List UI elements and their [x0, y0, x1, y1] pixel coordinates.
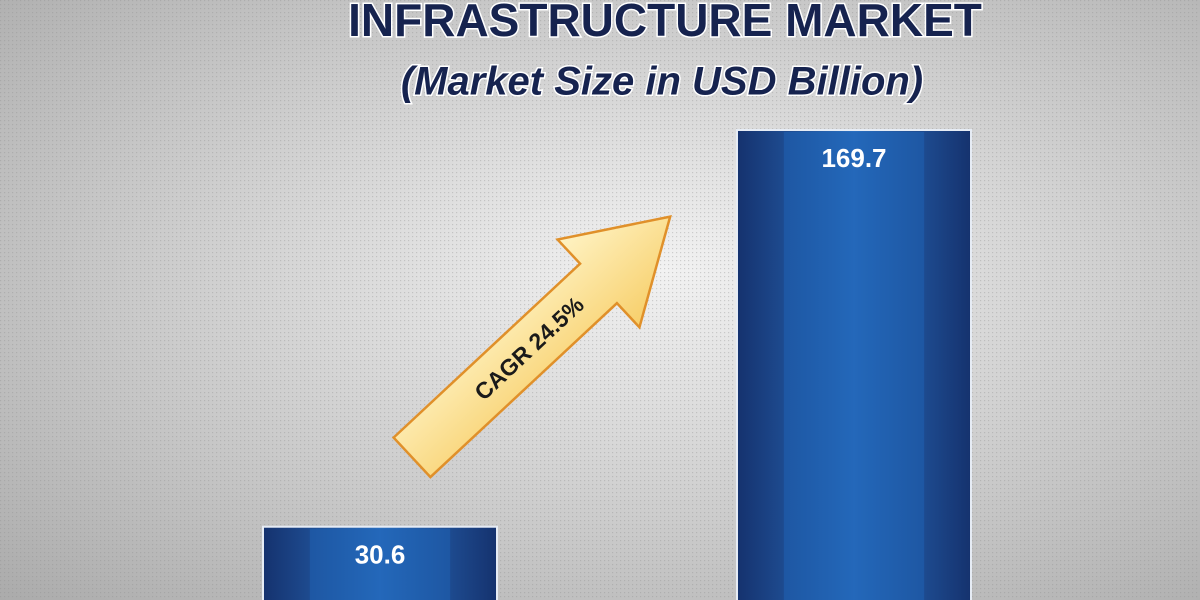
value-label: 30.6	[355, 540, 406, 570]
bar-highlight	[309, 528, 451, 600]
bar-highlight	[783, 132, 925, 600]
value-label: 169.7	[821, 143, 886, 173]
chart-title: INFRASTRUCTURE MARKET	[348, 0, 982, 46]
chart-subtitle: (Market Size in USD Billion)	[401, 60, 923, 104]
bars: 30.6 169.7	[262, 129, 972, 600]
arrow-shape	[391, 214, 672, 479]
